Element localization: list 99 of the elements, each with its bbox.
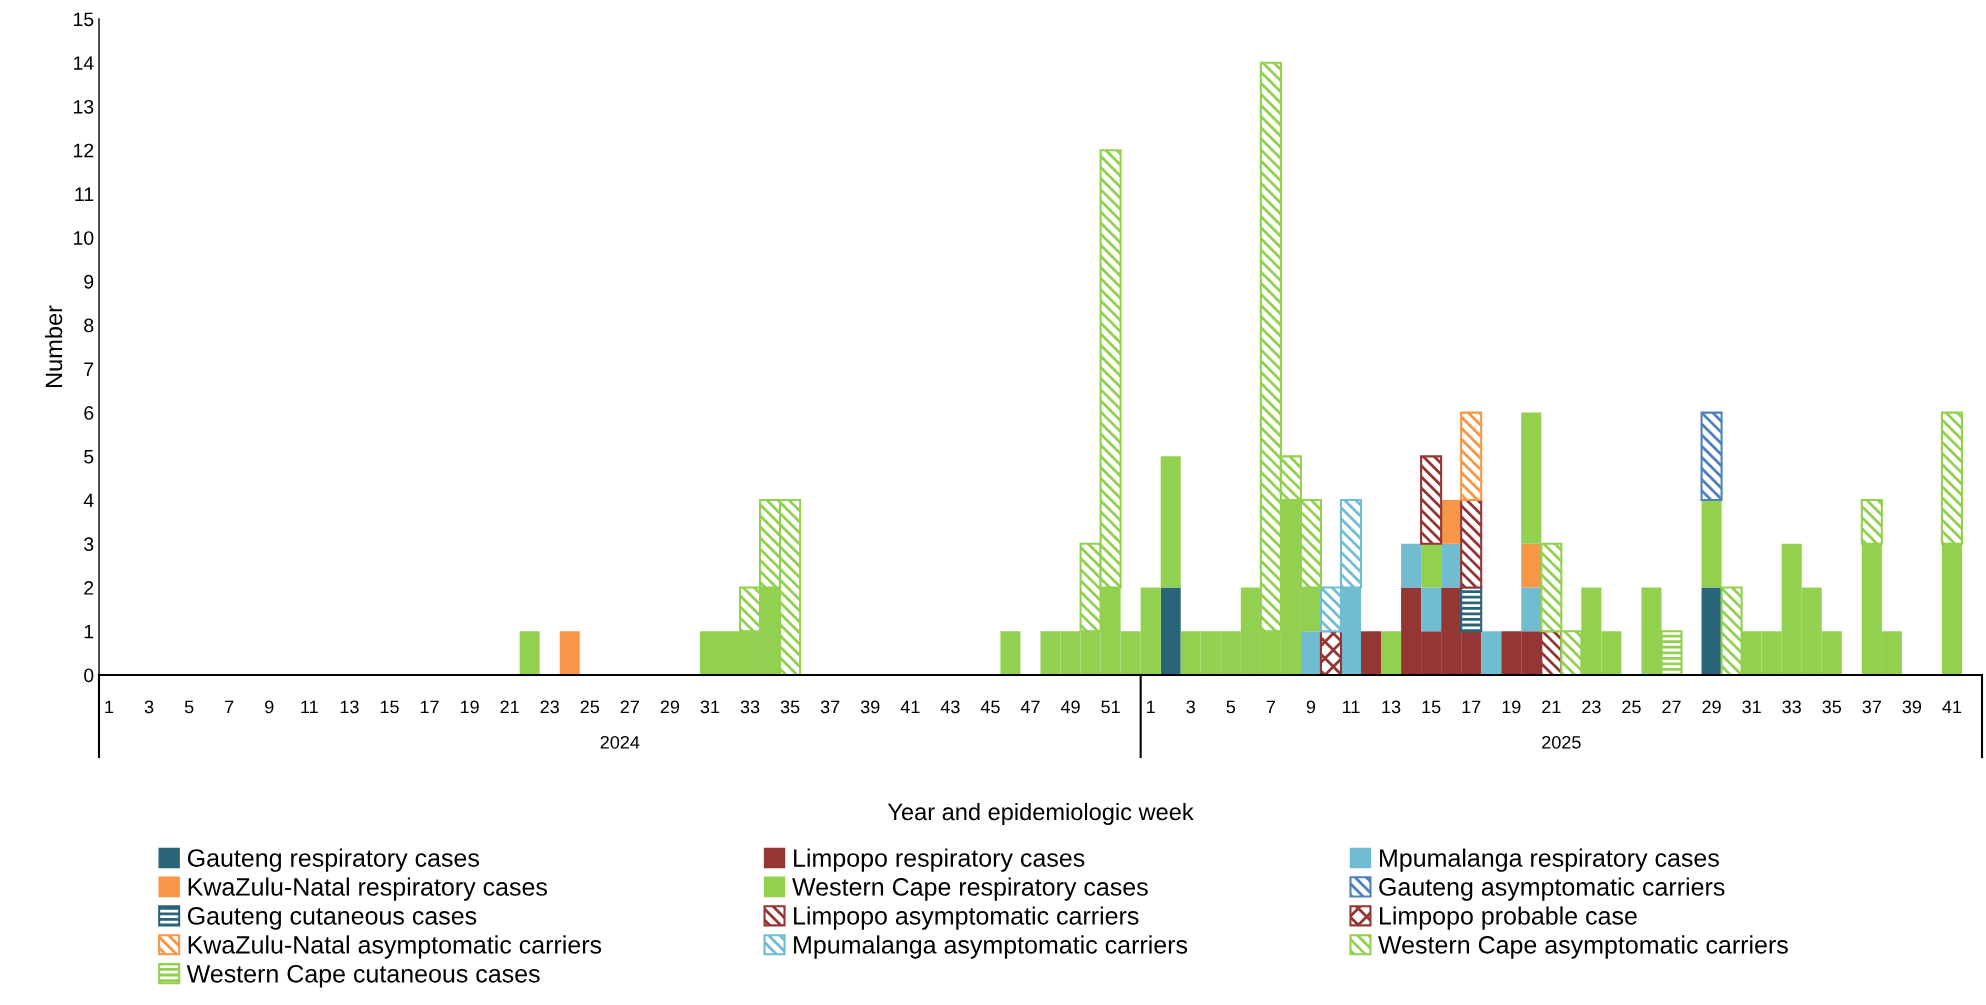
y-tick-label: 8 — [84, 318, 94, 333]
y-tick-label: 10 — [74, 231, 94, 245]
x-tick-label: 13 — [340, 700, 359, 714]
x-tick-label: 29 — [1702, 700, 1721, 714]
x-tick-label: 43 — [940, 700, 960, 714]
y-tick-label: 0 — [84, 668, 94, 683]
x-tick-label: 23 — [1582, 700, 1601, 714]
x-tick-label: 5 — [184, 700, 194, 714]
bar — [1381, 631, 1402, 675]
bar — [1441, 543, 1462, 588]
y-tick-label: 15 — [74, 12, 94, 27]
bar — [1401, 543, 1422, 588]
x-tick-label: 31 — [700, 700, 720, 714]
bar — [1160, 587, 1181, 675]
legend-label: Mpumalanga respiratory cases — [1380, 848, 1719, 872]
bar — [1361, 631, 1382, 675]
x-tick-label: 27 — [1662, 700, 1681, 714]
legend-label: Western Cape asymptomatic carriers — [1378, 935, 1788, 959]
x-tick-label: 33 — [740, 700, 760, 714]
legend-label: Western Cape respiratory cases — [792, 877, 1148, 901]
y-tick-label: 1 — [84, 624, 94, 639]
legend-label: Gauteng cutaneous cases — [187, 907, 477, 930]
y-tick-label: 7 — [84, 362, 94, 376]
x-tick-label: 51 — [1101, 700, 1120, 714]
y-axis-title: Number — [44, 305, 63, 388]
x-tick-label: 17 — [420, 700, 439, 714]
bar — [1460, 586, 1483, 633]
bar — [1521, 587, 1542, 632]
x-tick-label: 21 — [500, 700, 519, 714]
x-tick-label: 11 — [301, 700, 318, 714]
legend-label: Mpumalanga asymptomatic carriers — [794, 935, 1188, 959]
x-tick-label: 39 — [1902, 700, 1922, 714]
x-tick-label: 9 — [265, 700, 274, 714]
y-tick-label: 4 — [83, 493, 94, 508]
legend-label: Western Cape cutaneous cases — [186, 964, 540, 988]
y-tick-label: 11 — [75, 187, 94, 201]
bar — [1319, 630, 1343, 675]
x-tick-label: 25 — [1622, 700, 1641, 714]
x-tick-label: 27 — [620, 700, 639, 714]
x-tick-label: 35 — [780, 700, 800, 714]
x-tick-label: 41 — [1942, 700, 1962, 714]
x-tick-label: 17 — [1462, 700, 1481, 714]
x-tick-label: 21 — [1542, 700, 1561, 714]
x-tick-label: 7 — [225, 700, 234, 714]
text: 2024 — [600, 735, 640, 749]
bar — [1420, 455, 1443, 545]
x-tick-label: 1 — [105, 700, 114, 714]
bar — [1700, 411, 1723, 502]
y-tick-label: 9 — [84, 274, 94, 289]
bar — [1421, 587, 1442, 632]
x-tick-label: 29 — [660, 700, 680, 714]
text: 2025 — [1542, 735, 1581, 749]
x-tick-label: 9 — [1306, 700, 1316, 714]
bar — [1521, 543, 1542, 588]
bar — [1421, 543, 1442, 588]
x-axis-title: Year and epidemiologic week — [887, 802, 1194, 825]
x-tick-label: 5 — [1226, 700, 1236, 714]
y-tick-label: 5 — [84, 450, 94, 464]
x-tick-label: 37 — [820, 700, 840, 714]
legend-label: Gauteng asymptomatic carriers — [1379, 877, 1725, 901]
bar — [559, 631, 580, 675]
x-tick-label: 13 — [1382, 700, 1401, 714]
x-tick-label: 19 — [1502, 700, 1521, 714]
x-tick-label: 3 — [1186, 700, 1195, 714]
x-tick-label: 41 — [900, 700, 920, 714]
x-tick-label: 7 — [1266, 700, 1275, 714]
legend-label: Limpopo respiratory cases — [794, 848, 1085, 872]
y-tick-label: 12 — [74, 143, 94, 158]
x-tick-label: 11 — [1343, 700, 1360, 714]
legend-label: KwaZulu-Natal respiratory cases — [188, 877, 547, 901]
bar — [1481, 631, 1502, 675]
x-tick-label: 19 — [460, 700, 479, 714]
bar — [519, 631, 540, 675]
legend-label: Limpopo probable case — [1380, 906, 1637, 930]
x-tick-label: 25 — [580, 700, 600, 714]
x-tick-label: 31 — [1742, 700, 1761, 714]
x-tick-label: 45 — [980, 700, 1000, 714]
x-tick-label: 3 — [144, 700, 154, 714]
x-tick-label: 15 — [1422, 700, 1441, 714]
x-tick-label: 35 — [1822, 700, 1842, 714]
x-tick-label: 23 — [540, 700, 559, 714]
x-tick-label: 47 — [1020, 700, 1040, 714]
y-tick-label: 6 — [84, 406, 94, 420]
y-tick-label: 2 — [84, 581, 94, 595]
y-tick-label: 3 — [84, 537, 94, 552]
x-tick-label: 37 — [1862, 700, 1881, 714]
y-tick-label: 14 — [74, 56, 94, 70]
y-tick-label: 13 — [74, 99, 94, 114]
x-tick-label: 49 — [1060, 700, 1080, 714]
x-tick-label: 33 — [1782, 700, 1801, 714]
bar — [1160, 456, 1181, 588]
x-tick-label: 39 — [860, 700, 880, 714]
legend-label: KwaZulu-Natal asymptomatic carriers — [188, 935, 602, 959]
x-tick-label: 1 — [1147, 700, 1155, 714]
legend-label: Gauteng respiratory cases — [187, 848, 479, 872]
bar — [1000, 631, 1021, 675]
legend-label: Limpopo asymptomatic carriers — [794, 906, 1139, 930]
x-tick-label: 15 — [380, 700, 399, 714]
bar — [1701, 587, 1722, 675]
